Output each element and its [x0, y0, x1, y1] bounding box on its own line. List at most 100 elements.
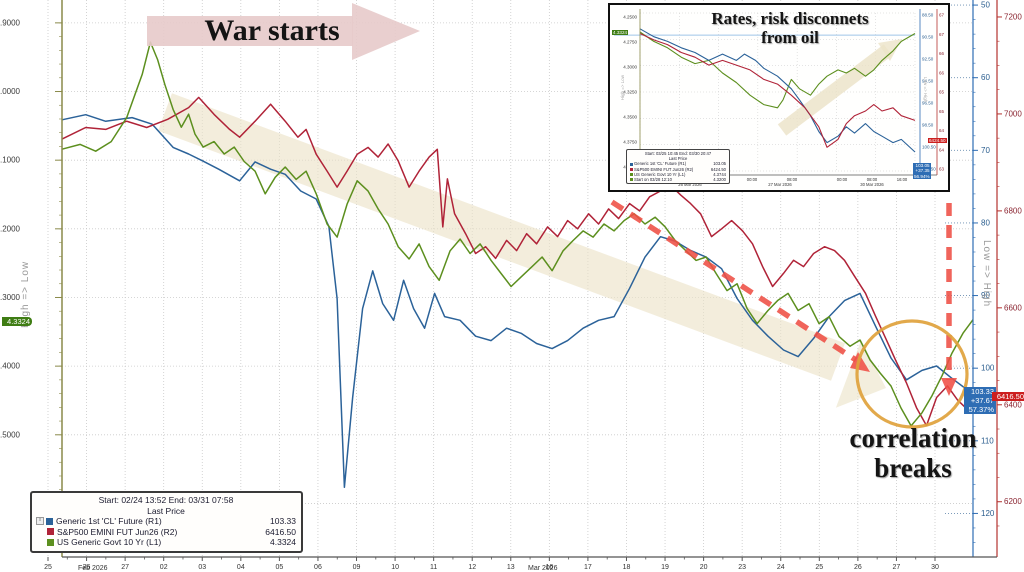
- spx-axis-tick-label: 6200: [1004, 497, 1022, 506]
- legend-header: Last Price: [147, 505, 185, 516]
- y-axis-tick-label: 4.1000: [0, 156, 21, 165]
- yield-series-swatch: [47, 538, 54, 546]
- inset-spx-tick-label: 6450: [939, 128, 944, 133]
- x-axis-tick-label: 10: [391, 564, 399, 571]
- spx-series-swatch: [47, 528, 54, 536]
- legend-value-yield: 4.3324: [270, 537, 296, 547]
- inset-date-label: 27 Mar 2026: [768, 182, 792, 186]
- legend-label-spx: S&P500 EMINI FUT Jun26 (R2): [57, 526, 178, 537]
- inset-yield-tag: 4.3324: [612, 30, 629, 36]
- x-axis-tick-label: 27: [893, 564, 901, 571]
- inset-spx-tick-label: 6550: [939, 90, 944, 95]
- spx-axis-tick-label: 7000: [1004, 109, 1022, 118]
- x-axis-tick-label: 19: [661, 564, 669, 571]
- oil-axis-tick-label: 60: [981, 73, 990, 82]
- inset-chart[interactable]: 4.25004.27504.30004.32504.35004.37504.40…: [608, 3, 950, 192]
- inset-oil-chg: +37.35: [915, 168, 930, 174]
- inset-legend-row: Generic 1st 'CL' Future (R1) 103.05: [630, 161, 726, 166]
- inset-time-label: 08:00: [867, 177, 878, 182]
- inset-legend-value: 4.3200: [713, 177, 726, 183]
- correlation-breaks-circle: [855, 319, 969, 429]
- inset-oil-tick-label: 96.50: [922, 101, 934, 106]
- inset-legend-value: 103.05: [713, 161, 726, 167]
- inset-uptrend-arrowhead: [878, 39, 902, 61]
- inset-uptrend-arrow: [777, 44, 893, 136]
- y-axis-tick-label: 4.2000: [0, 224, 21, 233]
- inset-spx-tick-label: 6750: [939, 13, 944, 18]
- start-line-swatch: [630, 178, 633, 182]
- inset-oil-tick-label: 100.50: [922, 145, 936, 150]
- inset-left-axis-label: High => Low: [620, 75, 625, 101]
- x-axis-tick-label: 16: [545, 564, 553, 571]
- oil-pct-change-tag: 57.37%: [964, 405, 996, 414]
- inset-legend-value: 4.3744: [713, 171, 726, 177]
- inset-legend-row: S&P500 EMINI FUT Jun26 (R2) 6424.50: [630, 167, 726, 172]
- x-axis-tick-label: 13: [507, 564, 515, 571]
- inset-legend-range: Start: 03/25 10:45 End: 03/30 20:47: [644, 151, 712, 156]
- series-line-spx: [61, 96, 974, 427]
- legend-expand-icon[interactable]: x: [36, 517, 44, 526]
- inset-legend: Start: 03/25 10:45 End: 03/30 20:47 Last…: [626, 149, 730, 185]
- spx-axis-tick-label: 6800: [1004, 206, 1022, 215]
- legend-label-oil: Generic 1st 'CL' Future (R1): [56, 516, 162, 526]
- y-axis-tick-label: 4.5000: [0, 430, 21, 439]
- correlation-line1: correlation: [849, 423, 977, 453]
- legend-value-oil: 103.33: [270, 516, 296, 526]
- x-axis-tick-label: 27: [121, 564, 129, 571]
- x-axis-tick-label: 24: [777, 564, 785, 571]
- oil-net-change-tag: +37.67: [964, 396, 996, 405]
- legend: Start: 02/24 13:52 End: 03/31 07:58 Last…: [30, 491, 303, 553]
- legend-row-oil[interactable]: x Generic 1st 'CL' Future (R1) 103.33: [36, 516, 296, 527]
- x-axis-tick-label: 04: [237, 564, 245, 571]
- inset-series-line-spx: [639, 33, 916, 148]
- war-starts-label: War starts: [204, 14, 339, 47]
- correlation-line2: breaks: [874, 453, 952, 483]
- x-axis-tick-label: 18: [623, 564, 631, 571]
- inset-oil-pct: 56.94%: [914, 173, 930, 179]
- inset-date-label: 30 Mar 2026: [860, 182, 884, 186]
- oil-axis-tick-label: 120: [981, 509, 995, 518]
- left-axis-label: High => Low: [20, 260, 31, 328]
- inset-spx-tick-label: 6400: [939, 147, 944, 152]
- x-axis-tick-label: 17: [584, 564, 592, 571]
- inset-title-line2: from oil: [761, 28, 819, 47]
- oil-last-price-tag: 103.33: [964, 387, 996, 396]
- spx-last-price-tag: 6416.50: [992, 392, 1024, 401]
- inset-time-label: 00:00: [837, 177, 848, 182]
- x-axis-tick-label: 25: [815, 564, 823, 571]
- x-axis-tick-label: 06: [314, 564, 322, 571]
- downtrend-arrow: [158, 93, 845, 381]
- dashed-arrow-diagonal-head: [850, 352, 870, 372]
- inset-oil-tick-label: 90.50: [922, 35, 934, 40]
- inset-time-label: 16:00: [897, 177, 908, 182]
- inset-oil-last: 103.05: [915, 163, 930, 168]
- yield-series-swatch: [630, 172, 633, 176]
- legend-value-spx: 6416.50: [265, 526, 296, 537]
- month-label-feb: Feb 2026: [78, 565, 108, 572]
- inset-left-tick-label: 4.2750: [623, 40, 637, 45]
- inset-oil-tick-label: 92.50: [922, 57, 934, 62]
- oil-axis-tick-label: 80: [981, 218, 990, 227]
- x-axis-tick-label: 20: [700, 564, 708, 571]
- inset-legend-row: US Generic Govt 10 Yr (L1) 4.3744: [630, 172, 726, 177]
- inset-left-tick-label: 4.3500: [623, 115, 637, 120]
- legend-row-yield[interactable]: US Generic Govt 10 Yr (L1) 4.3324: [36, 537, 296, 548]
- inset-spx-tick-label: 6650: [939, 51, 944, 56]
- inset-legend-header: Last Price: [668, 156, 688, 162]
- legend-row-spx[interactable]: S&P500 EMINI FUT Jun26 (R2) 6416.50: [36, 527, 296, 538]
- x-axis-tick-label: 12: [468, 564, 476, 571]
- correlation-breaks-label: correlation breaks: [828, 423, 998, 483]
- month-label-mar: Mar 2026: [528, 565, 558, 572]
- inset-legend-value: 6424.50: [710, 166, 726, 172]
- inset-spx-tick-label: 6600: [939, 70, 944, 75]
- yield-last-price-tag: 4.3324: [2, 317, 32, 326]
- legend-label-yield: US Generic Govt 10 Yr (L1): [57, 537, 162, 547]
- x-axis-tick-label: 11: [430, 564, 437, 571]
- y-axis-tick-label: 4.0000: [0, 87, 21, 96]
- x-axis-tick-label: 25: [44, 564, 52, 571]
- inset-left-tick-label: 4.3250: [623, 90, 637, 95]
- x-axis-tick-label: 09: [353, 564, 361, 571]
- inset-oil-tick-label: 94.50: [922, 79, 934, 84]
